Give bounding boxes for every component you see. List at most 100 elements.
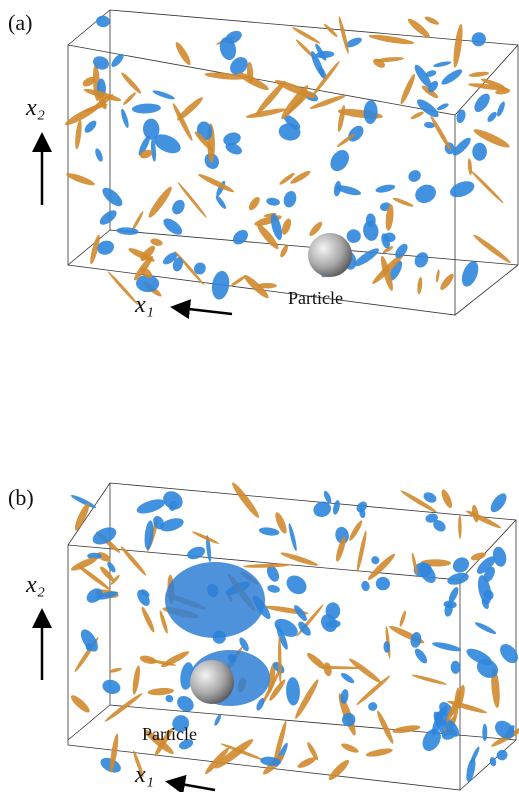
vortex-tube (247, 195, 262, 212)
vortex-sheet (367, 701, 378, 712)
vortex-tube (458, 515, 462, 539)
vortex-sheet (469, 30, 489, 50)
vortex-sheet (97, 208, 119, 228)
vortex-tube (119, 545, 148, 577)
vortex-shell (165, 562, 265, 638)
vortex-sheet (491, 545, 508, 568)
vortex-sheet (450, 554, 472, 575)
vortex-sheet (488, 491, 510, 515)
vortex-sheet (266, 197, 281, 207)
vortex-sheet (83, 119, 99, 135)
vortex-sheet (352, 246, 381, 269)
vortex-tube (336, 105, 346, 133)
axis-label: x₁ (134, 762, 154, 788)
figure: (a) x₂ x₁ Particle (b) x₂ x₁ Particle (0, 0, 519, 792)
vortex-tube (340, 742, 360, 755)
vortex-tube (305, 651, 328, 672)
vortex-tube (323, 23, 339, 39)
vortex-sheet (143, 520, 154, 550)
panel-a: (a) x₂ x₁ Particle (8, 10, 518, 318)
vortex-tube (337, 16, 350, 55)
vortex-sheet (448, 178, 477, 200)
vortex-tube (291, 26, 321, 45)
vortex-sheet (267, 584, 281, 594)
vortex-tube (146, 185, 174, 220)
domain-box (68, 10, 518, 315)
vortex-sheet (185, 544, 207, 561)
vortex-tube (150, 237, 164, 247)
vortex-sheet (214, 194, 227, 210)
vortex-sheet (213, 714, 222, 727)
vortex-structures (63, 15, 512, 306)
vortex-tube (72, 501, 91, 532)
vortex-tube (140, 606, 157, 634)
vortex-tube (392, 196, 414, 208)
vortex-tube (429, 115, 453, 152)
vortex-tube (375, 56, 404, 63)
vortex-sheet (474, 620, 497, 635)
panel-label: (b) (8, 485, 34, 510)
vortex-sheet (433, 60, 452, 68)
vortex-sheet (120, 108, 131, 129)
vortex-sheet (132, 103, 161, 114)
vortex-sheet (482, 724, 487, 741)
vortex-sheet (340, 671, 356, 685)
vortex-tube (257, 283, 277, 289)
vortex-tube (122, 91, 137, 106)
vortex-sheet (375, 183, 396, 194)
vortex-sheet (459, 259, 482, 289)
vortex-tube (74, 119, 83, 149)
vortex-tube (347, 519, 364, 542)
vortex-tube (365, 747, 393, 759)
vortex-sheet (272, 615, 301, 641)
vortex-sheet (465, 757, 478, 783)
vortex-sheet (101, 678, 122, 696)
vortex-sheet (109, 52, 125, 69)
particle (308, 233, 352, 277)
vortex-sheet (472, 143, 487, 161)
vortex-tube (278, 171, 296, 186)
axis-label: x₂ (25, 572, 45, 598)
vortex-sheet (436, 102, 450, 112)
vortex-sheet (282, 189, 299, 209)
vortex-sheet (287, 523, 298, 552)
vortex-sheet (362, 220, 380, 243)
vortex-sheet (412, 250, 431, 270)
vortex-sheet (90, 524, 119, 548)
vortex-sheet (451, 661, 461, 674)
vortex-tube (435, 269, 440, 283)
vortex-tube (131, 665, 141, 695)
vortex-sheet (486, 110, 499, 123)
vortex-tube (469, 169, 504, 204)
vortex-sheet (210, 270, 231, 301)
vortex-sheet (406, 168, 423, 184)
vortex-sheet (495, 748, 510, 762)
vortex-sheet (375, 577, 390, 591)
vortex-sheet (360, 580, 370, 592)
vortex-tube (424, 15, 440, 26)
vortex-tube (108, 667, 122, 674)
vortex-sheet (286, 677, 301, 706)
vortex-tube (229, 274, 247, 288)
vortex-tube (472, 233, 512, 265)
vortex-tube (69, 693, 92, 715)
vortex-tube (392, 724, 421, 735)
particle (190, 660, 234, 704)
vortex-sheet (495, 101, 506, 118)
axis-arrow (180, 308, 232, 314)
vortex-tube (237, 70, 271, 93)
vortex-tube (147, 687, 174, 696)
vortex-sheet (439, 67, 464, 87)
vortex-tube (465, 509, 502, 531)
vortex-sheet (283, 572, 310, 598)
vortex-sheet (94, 147, 105, 162)
vortex-sheet (222, 131, 243, 148)
vortex-tube (173, 40, 193, 66)
vortex-sheet (431, 640, 461, 653)
vortex-tube (410, 110, 425, 120)
vortex-tube (279, 244, 290, 258)
vortex-tube (355, 530, 368, 572)
vortex-sheet (258, 526, 279, 537)
vortex-sheet (346, 229, 361, 244)
vortex-tube (197, 172, 235, 194)
